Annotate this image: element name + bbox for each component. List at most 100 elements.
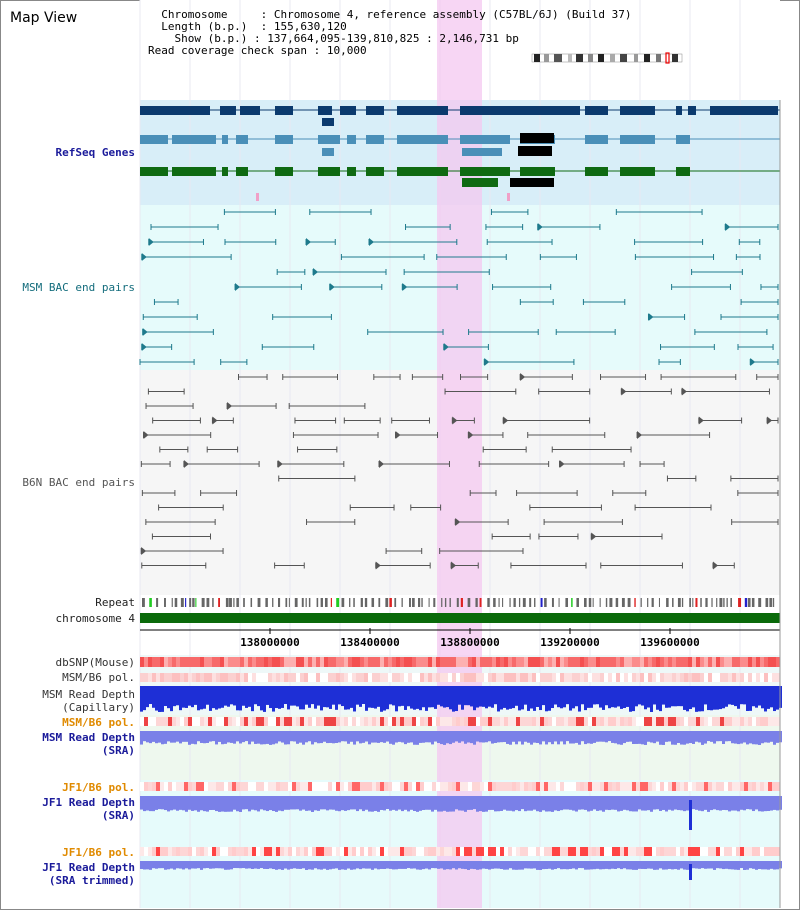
msm-depth-capillary-bar <box>650 686 653 712</box>
jf1-depth-trimmed-bar <box>371 861 374 870</box>
msm-depth-capillary-bar <box>284 686 287 705</box>
msm-b6-pol-cell <box>352 673 356 682</box>
msm-b6-pol-cell <box>328 673 332 682</box>
msm-depth-sra-bar <box>716 731 719 742</box>
jf1-depth-trimmed-bar <box>323 861 326 869</box>
jf1-b6-pol-cell <box>760 782 764 791</box>
jf1-depth-trimmed-bar <box>707 861 710 869</box>
jf1-b6-pol2-cell <box>744 847 748 856</box>
jf1-depth-trimmed-bar <box>509 861 512 869</box>
msm-b6-pol2-cell <box>732 717 736 726</box>
dbsnp-cell <box>408 657 412 667</box>
msm-b6-pol2-cell <box>196 717 200 726</box>
msm-depth-sra-bar <box>575 731 578 743</box>
msm-depth-sra-bar <box>668 731 671 742</box>
repeat-feature <box>534 598 536 607</box>
msm-depth-capillary-bar <box>608 686 611 709</box>
jf1-b6-pol-cell <box>388 782 392 791</box>
jf1-b6-pol-cell <box>344 782 348 791</box>
jf1-depth-sra-bar <box>557 796 560 812</box>
jf1-b6-pol2-cell <box>620 847 624 856</box>
msm-depth-sra-bar <box>470 731 473 744</box>
msm-depth-capillary-bar <box>590 686 593 708</box>
msm-bac-arrow <box>537 223 543 231</box>
msm-bac-label[interactable]: MSM BAC end pairs <box>22 281 135 294</box>
jf1-b6-pol2-cell <box>628 847 632 856</box>
dbsnp-cell <box>484 657 488 667</box>
msm-b6-pol-cell <box>452 673 456 682</box>
jf1-depth-sra-bar <box>503 796 506 810</box>
dbsnp-cell <box>280 657 284 667</box>
jf1-depth-trimmed-bar <box>731 861 734 870</box>
jf1-depth-trimmed-bar <box>494 861 497 869</box>
repeat-feature <box>180 598 184 607</box>
jf1-b6-pol-cell <box>340 782 344 791</box>
msm-depth-sra-bar <box>326 731 329 744</box>
b6n-bac-arrow <box>183 460 189 468</box>
msm-b6-pol-cell <box>632 673 636 682</box>
jf1-depth-sra-bar <box>365 796 368 810</box>
b6n-bac-label[interactable]: B6N BAC end pairs <box>22 476 135 489</box>
msm-depth-sra-bar <box>227 731 230 743</box>
dbsnp-cell <box>428 657 432 667</box>
jf1-depth-sra-bar <box>413 796 416 811</box>
msm-b6-pol-cell <box>628 673 632 682</box>
msm-b6-pol-cell <box>308 673 312 682</box>
jf1-depth-trimmed-bar <box>542 861 545 870</box>
msm-depth-capillary-bar <box>191 686 194 708</box>
chromosome-ideogram[interactable] <box>530 52 685 64</box>
repeat-feature <box>751 598 755 607</box>
dbsnp-cell <box>176 657 180 667</box>
jf1-b6-pol2-cell <box>288 847 292 856</box>
jf1-b6-pol2-cell <box>144 847 148 856</box>
msm-depth-capillary-bar <box>236 686 239 711</box>
msm-b6-pol2-cell <box>232 717 236 726</box>
jf1-depth-sra-bar <box>620 796 623 811</box>
dbsnp-cell <box>476 657 480 667</box>
msm-b6-pol-cell <box>684 673 688 682</box>
jf1-b6-pol2-cell <box>348 847 352 856</box>
refseq-genes-label[interactable]: RefSeq Genes <box>55 146 135 159</box>
msm-depth-capillary-bar <box>581 686 584 705</box>
msm-b6-pol2-cell <box>668 717 672 726</box>
msm-depth-sra-bar <box>530 731 533 745</box>
jf1-b6-pol-cell <box>592 782 596 791</box>
jf1-depth-trimmed-bar <box>722 861 725 870</box>
repeat-feature <box>189 598 192 607</box>
jf1-b6-pol-cell <box>292 782 296 791</box>
msm-depth-sra-bar <box>647 731 650 742</box>
msm-depth-sra-bar <box>485 731 488 743</box>
jf1-b6-pol-cell <box>176 782 180 791</box>
msm-depth-sra-bar <box>686 731 689 744</box>
dbsnp-cell <box>392 657 396 667</box>
repeat-feature <box>730 598 732 607</box>
jf1-b6-pol2-cell <box>248 847 252 856</box>
msm-depth-sra-bar <box>332 731 335 744</box>
msm-b6-pol2-cell <box>424 717 428 726</box>
msm-depth-capillary-bar <box>302 686 305 710</box>
dbsnp-cell <box>268 657 272 667</box>
repeat-feature <box>371 598 375 607</box>
jf1-b6-pol2-cell <box>276 847 280 856</box>
jf1-b6-pol-cell <box>700 782 704 791</box>
msm-depth-sra-bar <box>377 731 380 743</box>
msm-bac-arrow <box>148 238 154 246</box>
jf1-b6-pol2-cell <box>368 847 372 856</box>
msm-bac-arrow <box>313 268 319 276</box>
msm-depth-capillary-bar <box>173 686 176 707</box>
gene-exon <box>462 178 498 187</box>
msm-b6-pol2-cell <box>432 717 436 726</box>
msm-depth-sra-bar <box>203 731 206 744</box>
jf1-depth-trimmed-bar <box>593 861 596 870</box>
jf1-b6-pol2-cell <box>552 847 556 856</box>
jf1-depth-trimmed-bar <box>602 861 605 870</box>
jf1-b6-pol-cell <box>256 782 260 791</box>
dbsnp-cell <box>492 657 496 667</box>
jf1-b6-pol2-cell <box>504 847 508 856</box>
jf1-depth-sra-bar <box>428 796 431 810</box>
jf1-b6-pol-cell <box>364 782 368 791</box>
msm-depth-sra-bar <box>698 731 701 743</box>
jf1-b6-pol2-cell <box>380 847 384 856</box>
repeat-feature <box>218 598 220 607</box>
msm-depth-capillary-bar <box>392 686 395 706</box>
